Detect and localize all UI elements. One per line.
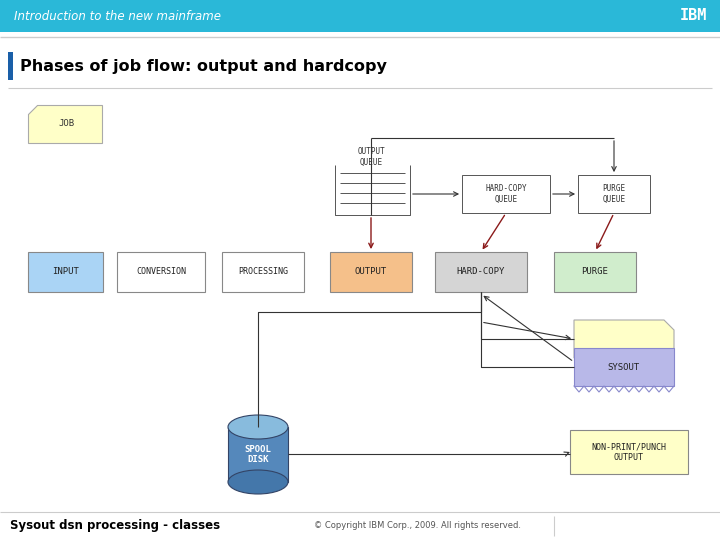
Polygon shape xyxy=(28,105,102,143)
Bar xyxy=(672,12,679,15)
Bar xyxy=(222,252,304,292)
Ellipse shape xyxy=(228,415,288,439)
Text: SPOOL
DISK: SPOOL DISK xyxy=(245,445,271,464)
Bar xyxy=(578,175,650,213)
Text: JOB: JOB xyxy=(59,119,75,129)
Text: OUTPUT: OUTPUT xyxy=(355,267,387,276)
Bar xyxy=(330,252,412,292)
Text: HARD-COPY
QUEUE: HARD-COPY QUEUE xyxy=(485,184,527,204)
Text: Introduction to the new mainframe: Introduction to the new mainframe xyxy=(14,10,221,23)
Polygon shape xyxy=(574,320,674,358)
Bar xyxy=(117,252,205,292)
Text: INPUT: INPUT xyxy=(52,267,79,276)
Bar xyxy=(670,4,716,28)
Bar xyxy=(554,252,636,292)
Text: PURGE: PURGE xyxy=(582,267,608,276)
Text: NON-PRINT/PUNCH
OUTPUT: NON-PRINT/PUNCH OUTPUT xyxy=(592,442,667,462)
Bar xyxy=(670,4,716,28)
Bar xyxy=(672,20,679,23)
Bar xyxy=(8,52,13,80)
Text: CONVERSION: CONVERSION xyxy=(136,267,186,276)
Text: HARD-COPY: HARD-COPY xyxy=(456,267,505,276)
Text: OUTPUT
QUEUE: OUTPUT QUEUE xyxy=(357,147,385,167)
Text: IBM: IBM xyxy=(679,9,707,24)
Text: SYSOUT: SYSOUT xyxy=(608,362,640,372)
Text: Sysout dsn processing - classes: Sysout dsn processing - classes xyxy=(10,519,220,532)
Text: Phases of job flow: output and hardcopy: Phases of job flow: output and hardcopy xyxy=(20,58,387,73)
Bar xyxy=(574,348,674,386)
Bar xyxy=(0,37,720,512)
Bar xyxy=(462,175,550,213)
Bar xyxy=(435,252,527,292)
Bar xyxy=(672,4,679,7)
Bar xyxy=(28,252,103,292)
Bar xyxy=(228,427,288,482)
Bar xyxy=(0,0,720,32)
Text: PURGE
QUEUE: PURGE QUEUE xyxy=(603,184,626,204)
Text: PROCESSING: PROCESSING xyxy=(238,267,288,276)
Text: © Copyright IBM Corp., 2009. All rights reserved.: © Copyright IBM Corp., 2009. All rights … xyxy=(314,522,521,530)
Bar xyxy=(570,430,688,474)
Bar xyxy=(0,512,720,540)
Ellipse shape xyxy=(228,470,288,494)
